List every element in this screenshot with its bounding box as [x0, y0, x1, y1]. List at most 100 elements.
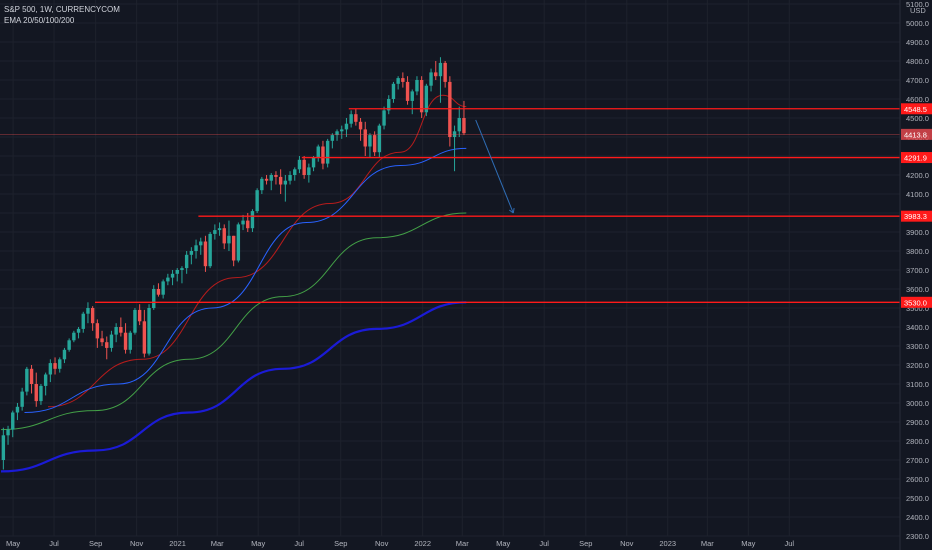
- level-tag: [901, 103, 932, 115]
- candle-body: [43, 374, 48, 386]
- projection-arrow[interactable]: [475, 119, 515, 214]
- price-axis[interactable]: 2300.0 2400.0 2500.0 2600.0 2700.0 2800.0 2900…: [906, 0, 929, 541]
- currency-label: USD: [910, 6, 926, 15]
- candle-body: [34, 384, 38, 402]
- price-tick-label: 4700.0: [906, 76, 929, 85]
- candle-body: [128, 332, 132, 350]
- price-tick-label: 3500.0: [906, 304, 929, 313]
- candle-body: [109, 334, 114, 348]
- candle-body: [227, 235, 231, 244]
- candle-body: [25, 368, 29, 392]
- candle-body: [372, 135, 377, 153]
- candle-body: [1, 435, 6, 460]
- price-tick-label: 3000.0: [906, 399, 929, 408]
- candle-body: [401, 78, 405, 82]
- candle-body: [184, 254, 189, 269]
- candle-body: [58, 359, 62, 369]
- candle-body: [391, 83, 396, 99]
- candle-body: [438, 62, 443, 77]
- candle-body: [269, 175, 273, 181]
- time-tick-label: 2021: [169, 539, 186, 548]
- horizontal-levels[interactable]: [0, 108, 900, 303]
- price-tick-label: 4100.0: [906, 190, 929, 199]
- time-tick-label: May: [251, 539, 265, 548]
- price-tick-label: 4500.0: [906, 114, 929, 123]
- candle-body: [119, 327, 123, 333]
- candle-body: [81, 313, 85, 329]
- candle-body: [377, 125, 382, 153]
- price-tick-label: 3400.0: [906, 323, 929, 332]
- candle-body: [147, 308, 151, 354]
- candle-body: [424, 85, 429, 113]
- price-tick-label: 2600.0: [906, 475, 929, 484]
- candle-body: [39, 385, 43, 402]
- time-tick-label: May: [6, 539, 20, 548]
- time-tick-label: Sep: [579, 539, 592, 548]
- candle-body: [288, 175, 292, 181]
- candle-body: [6, 429, 10, 436]
- candle-body: [90, 308, 95, 324]
- candle-body: [358, 121, 363, 130]
- time-axis[interactable]: May Jul Sep Nov 2021 Mar May Jul Sep Nov 2022 Mar Ma…: [6, 539, 794, 548]
- time-tick-label: Sep: [334, 539, 347, 548]
- candle-body: [307, 167, 311, 175]
- candle-body: [443, 62, 447, 82]
- price-tick-label: 4900.0: [906, 38, 929, 47]
- candle-body: [180, 268, 184, 270]
- candle-body: [189, 251, 194, 255]
- candle-body: [405, 81, 410, 101]
- candle-body: [137, 309, 142, 322]
- time-tick-label: Nov: [130, 539, 144, 548]
- candle-body: [100, 338, 104, 343]
- time-tick-label: May: [741, 539, 755, 548]
- indicator-title[interactable]: EMA 20/50/100/200: [4, 16, 75, 25]
- time-tick-label: Mar: [701, 539, 714, 548]
- candle-body: [217, 228, 222, 231]
- time-tick-label: Mar: [211, 539, 224, 548]
- symbol-title[interactable]: S&P 500, 1W, CURRENCYCOM: [4, 5, 120, 14]
- candle-body: [175, 270, 179, 274]
- level-tag: [901, 152, 932, 164]
- ema-line-4: [0, 301, 467, 473]
- candle-body: [246, 220, 250, 229]
- candle-body: [382, 110, 386, 126]
- price-tick-label: 2500.0: [906, 494, 929, 503]
- candle-body: [166, 277, 170, 282]
- price-tick-label: 4600.0: [906, 95, 929, 104]
- candle-body: [330, 135, 335, 141]
- price-tick-label: 2400.0: [906, 513, 929, 522]
- price-tick-label: 2800.0: [906, 437, 929, 446]
- candle-body: [152, 289, 156, 308]
- candle-body: [62, 349, 67, 360]
- price-tick-label: 2300.0: [906, 532, 929, 541]
- candle-body: [396, 78, 400, 84]
- ema-lines: [0, 94, 467, 473]
- candle-body: [53, 363, 57, 369]
- ema-line-1: [47, 94, 467, 408]
- time-tick-label: May: [496, 539, 510, 548]
- candle-body: [274, 175, 278, 177]
- candle-body: [133, 309, 137, 333]
- price-tick-label: 3200.0: [906, 361, 929, 370]
- time-tick-label: 2023: [659, 539, 676, 548]
- price-tags: 4548.5 4291.9 3983.3 3530.0 4413.8: [901, 103, 932, 308]
- candle-body: [86, 308, 90, 314]
- time-tick-label: 2022: [414, 539, 431, 548]
- time-tick-label: Nov: [620, 539, 634, 548]
- candle-body: [297, 159, 302, 170]
- candle-body: [170, 273, 175, 278]
- price-tick-label: 2900.0: [906, 418, 929, 427]
- candle-body: [354, 114, 358, 122]
- time-tick-label: Nov: [375, 539, 389, 548]
- candle-body: [302, 159, 306, 175]
- candle-body: [415, 80, 419, 92]
- candle-body: [260, 178, 264, 191]
- current-price-tag: [901, 128, 932, 140]
- ema-line-3: [0, 212, 467, 431]
- candle-body: [142, 321, 147, 354]
- candle-body: [368, 135, 372, 147]
- candle-body: [199, 241, 203, 246]
- projection-arrowhead: [509, 209, 514, 214]
